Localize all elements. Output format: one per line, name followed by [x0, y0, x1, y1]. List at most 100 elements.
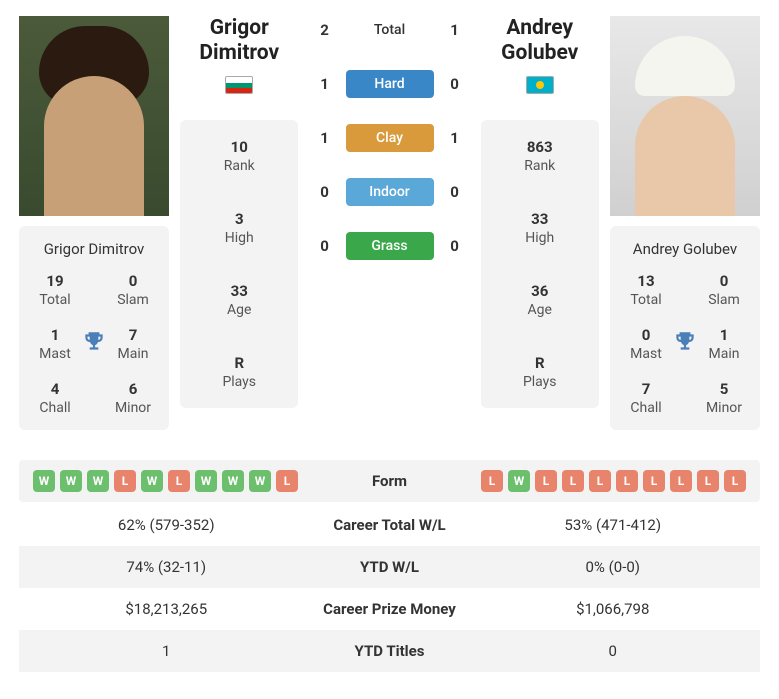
- ytd-titles-row: 1 YTD Titles 0: [19, 630, 760, 672]
- trophy-icon: [672, 329, 698, 359]
- p1-rank: 10 Rank: [180, 120, 298, 192]
- loss-badge[interactable]: L: [670, 470, 692, 492]
- h2h-center: 2 Total 1 1 Hard 0 1 Clay 1 0 Indoor 0 0…: [310, 16, 470, 430]
- p1-ytd-wl: 74% (32-11): [33, 558, 300, 576]
- p1-slam: 0 Slam: [107, 272, 159, 308]
- bottom-section: WWWLWLWWWL Form LWLLLLLLLL 62% (579-352)…: [19, 460, 760, 672]
- player2-name-rank: AndreyGolubev 863 Rank 33 High 36 Age R …: [481, 16, 599, 430]
- h2h-surface-label[interactable]: Indoor: [346, 178, 434, 206]
- p2-ytd-wl: 0% (0-0): [480, 558, 747, 576]
- loss-badge[interactable]: L: [697, 470, 719, 492]
- h2h-surface-p2: 0: [448, 183, 462, 201]
- loss-badge[interactable]: L: [616, 470, 638, 492]
- h2h-surface-p2: 0: [448, 75, 462, 93]
- player1-name: GrigorDimitrov: [180, 16, 298, 66]
- trophy-icon: [81, 329, 107, 359]
- h2h-surface-p2: 0: [448, 237, 462, 255]
- p1-career-wl: 62% (579-352): [33, 516, 300, 534]
- p2-mast: 0 Mast: [620, 326, 672, 362]
- h2h-total-row: 2 Total 1: [310, 16, 470, 44]
- win-badge[interactable]: W: [249, 470, 271, 492]
- h2h-surface-p1: 0: [318, 237, 332, 255]
- win-badge[interactable]: W: [60, 470, 82, 492]
- p2-minor: 5 Minor: [698, 380, 750, 416]
- form-row: WWWLWLWWWL Form LWLLLLLLLL: [19, 460, 760, 502]
- player2-name-small: Andrey Golubev: [610, 226, 760, 272]
- ytd-titles-label: YTD Titles: [300, 642, 480, 660]
- player1-photo: [19, 16, 169, 216]
- p1-plays: R Plays: [180, 336, 298, 408]
- prize-label: Career Prize Money: [300, 600, 480, 618]
- prize-row: $18,213,265 Career Prize Money $1,066,79…: [19, 588, 760, 630]
- loss-badge[interactable]: L: [535, 470, 557, 492]
- player2-column: Andrey Golubev 13 Total 0 Slam 0 Mast: [610, 16, 760, 430]
- player1-name-small: Grigor Dimitrov: [19, 226, 169, 272]
- loss-badge[interactable]: L: [114, 470, 136, 492]
- p2-prize: $1,066,798: [480, 600, 747, 618]
- h2h-total-label: Total: [346, 16, 434, 44]
- h2h-surface-p1: 1: [318, 129, 332, 147]
- ytd-wl-label: YTD W/L: [300, 558, 480, 576]
- loss-badge[interactable]: L: [589, 470, 611, 492]
- loss-badge[interactable]: L: [481, 470, 503, 492]
- p2-chall: 7 Chall: [620, 380, 672, 416]
- loss-badge[interactable]: L: [643, 470, 665, 492]
- loss-badge[interactable]: L: [276, 470, 298, 492]
- loss-badge[interactable]: L: [562, 470, 584, 492]
- h2h-total-p1: 2: [318, 21, 332, 39]
- player2-rank-card: 863 Rank 33 High 36 Age R Plays: [481, 120, 599, 408]
- p1-total: 19 Total: [29, 272, 81, 308]
- win-badge[interactable]: W: [141, 470, 163, 492]
- p2-age: 36 Age: [481, 264, 599, 336]
- p1-main: 7 Main: [107, 326, 159, 362]
- h2h-surface-label[interactable]: Clay: [346, 124, 434, 152]
- player1-flag-icon: [225, 76, 253, 94]
- p2-slam: 0 Slam: [698, 272, 750, 308]
- career-wl-row: 62% (579-352) Career Total W/L 53% (471-…: [19, 504, 760, 546]
- p1-high: 3 High: [180, 192, 298, 264]
- win-badge[interactable]: W: [508, 470, 530, 492]
- p1-age: 33 Age: [180, 264, 298, 336]
- win-badge[interactable]: W: [195, 470, 217, 492]
- p2-rank: 863 Rank: [481, 120, 599, 192]
- h2h-surface-row: 0 Indoor 0: [310, 178, 470, 206]
- h2h-surface-p1: 0: [318, 183, 332, 201]
- p1-chall: 4 Chall: [29, 380, 81, 416]
- player2-titles-card: Andrey Golubev 13 Total 0 Slam 0 Mast: [610, 226, 760, 430]
- p2-career-wl: 53% (471-412): [480, 516, 747, 534]
- p1-mast: 1 Mast: [29, 326, 81, 362]
- loss-badge[interactable]: L: [168, 470, 190, 492]
- p2-high: 33 High: [481, 192, 599, 264]
- player2-name: AndreyGolubev: [481, 16, 599, 66]
- form-label: Form: [320, 472, 460, 490]
- p2-main: 1 Main: [698, 326, 750, 362]
- player2-photo: [610, 16, 760, 216]
- h2h-surface-row: 1 Clay 1: [310, 124, 470, 152]
- loss-badge[interactable]: L: [724, 470, 746, 492]
- h2h-surface-row: 0 Grass 0: [310, 232, 470, 260]
- player1-rank-card: 10 Rank 3 High 33 Age R Plays: [180, 120, 298, 408]
- h2h-surface-label[interactable]: Hard: [346, 70, 434, 98]
- career-wl-label: Career Total W/L: [300, 516, 480, 534]
- win-badge[interactable]: W: [87, 470, 109, 492]
- player2-form: LWLLLLLLLL: [460, 470, 747, 492]
- h2h-surface-p2: 1: [448, 129, 462, 147]
- h2h-surface-label[interactable]: Grass: [346, 232, 434, 260]
- player1-form: WWWLWLWWWL: [33, 470, 320, 492]
- h2h-surface-row: 1 Hard 0: [310, 70, 470, 98]
- player1-name-rank: GrigorDimitrov 10 Rank 3 High 33 Age R P…: [180, 16, 298, 430]
- h2h-surface-p1: 1: [318, 75, 332, 93]
- player2-flag-icon: [526, 76, 554, 94]
- p1-minor: 6 Minor: [107, 380, 159, 416]
- top-section: Grigor Dimitrov 19 Total 0 Slam 1 Mast: [19, 16, 760, 430]
- player1-column: Grigor Dimitrov 19 Total 0 Slam 1 Mast: [19, 16, 169, 430]
- p2-plays: R Plays: [481, 336, 599, 408]
- p1-ytd-titles: 1: [33, 642, 300, 660]
- win-badge[interactable]: W: [33, 470, 55, 492]
- player1-titles-card: Grigor Dimitrov 19 Total 0 Slam 1 Mast: [19, 226, 169, 430]
- win-badge[interactable]: W: [222, 470, 244, 492]
- p2-total: 13 Total: [620, 272, 672, 308]
- p2-ytd-titles: 0: [480, 642, 747, 660]
- p1-prize: $18,213,265: [33, 600, 300, 618]
- h2h-total-p2: 1: [448, 21, 462, 39]
